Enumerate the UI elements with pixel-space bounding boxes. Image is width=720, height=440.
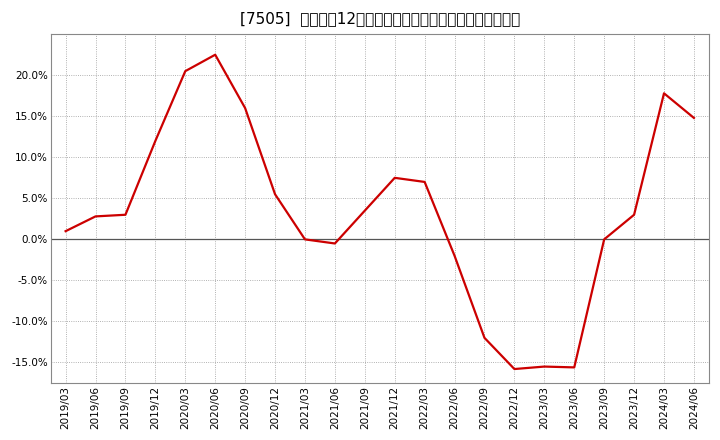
Title: [7505]  売上高の12か月移動合計の対前年同期増減率の推移: [7505] 売上高の12か月移動合計の対前年同期増減率の推移 — [240, 11, 520, 26]
